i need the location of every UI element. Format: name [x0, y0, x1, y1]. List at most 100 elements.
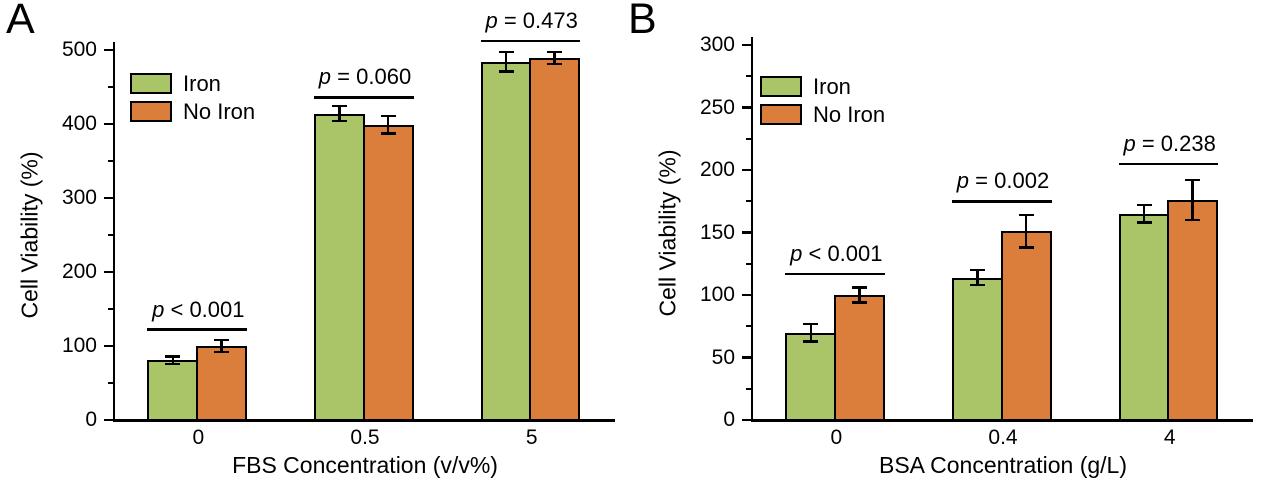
- bar-no-iron: [1000, 231, 1052, 421]
- y-tick-label: 100: [699, 283, 735, 306]
- y-minor-tick: [745, 262, 751, 265]
- error-bar: [380, 114, 396, 135]
- bar-iron: [1118, 213, 1170, 421]
- y-major-tick: [103, 270, 113, 274]
- error-bar-line: [858, 286, 861, 304]
- p-value-line: [147, 328, 247, 331]
- y-tick-label: 250: [699, 95, 735, 119]
- y-minor-tick: [745, 387, 751, 390]
- y-minor-tick: [107, 86, 113, 88]
- error-bar: [1136, 203, 1152, 224]
- x-tick-label: 4: [1163, 426, 1176, 449]
- bar-iron: [147, 360, 199, 421]
- bar-iron: [785, 332, 837, 421]
- y-minor-tick: [745, 75, 751, 78]
- x-tick-label: 0.5: [350, 426, 380, 449]
- p-value-line: [785, 272, 885, 275]
- y-tick-label: 400: [61, 112, 97, 135]
- error-bar: [1185, 178, 1201, 222]
- error-bar-line: [976, 268, 979, 287]
- y-tick-label: 0: [85, 408, 97, 431]
- error-bar-line: [1191, 178, 1194, 222]
- legend-item-iron: Iron: [760, 74, 980, 99]
- y-major-tick: [103, 196, 113, 200]
- p-value-label: p < 0.001: [790, 240, 883, 266]
- p-value-line: [480, 39, 581, 43]
- p-value-label: p = 0.473: [485, 8, 578, 34]
- legend-label: Iron: [183, 71, 221, 96]
- error-bar-line: [220, 338, 223, 354]
- p-symbol: p: [152, 296, 165, 322]
- p-value-label: p = 0.002: [956, 168, 1050, 194]
- p-symbol: p: [485, 8, 498, 34]
- y-minor-tick: [745, 325, 751, 328]
- bar-no-iron: [195, 346, 247, 421]
- legend-swatch: [130, 73, 172, 94]
- y-major-tick: [741, 168, 751, 172]
- p-value-label: p = 0.060: [318, 64, 412, 90]
- panel-letter: A: [6, 0, 35, 43]
- legend-item-iron: Iron: [130, 71, 350, 96]
- y-tick-label: 200: [699, 158, 735, 181]
- error-bar-line: [386, 114, 390, 135]
- p-symbol: p: [790, 240, 803, 266]
- y-tick-label: 100: [61, 334, 97, 357]
- y-major-tick: [741, 231, 751, 234]
- p-symbol: p: [1123, 130, 1136, 156]
- legend-label: Iron: [813, 74, 851, 99]
- x-axis-title: FBS Concentration (v/v%): [232, 452, 498, 478]
- error-bar: [165, 355, 181, 365]
- p-value-line: [314, 96, 414, 99]
- y-minor-tick: [745, 200, 751, 203]
- y-tick-label: 50: [711, 345, 735, 369]
- bar-iron: [952, 277, 1003, 421]
- error-bar: [970, 268, 985, 287]
- y-tick-label: 150: [699, 220, 735, 244]
- y-major-tick: [741, 43, 751, 47]
- y-major-tick: [103, 418, 113, 422]
- legend-swatch: [130, 101, 172, 122]
- y-major-tick: [103, 344, 113, 348]
- y-axis-line: [112, 42, 115, 422]
- y-major-tick: [741, 106, 751, 109]
- error-bar: [851, 286, 867, 304]
- y-tick-label: 0: [723, 408, 735, 431]
- x-axis-title: BSA Concentration (g/L): [878, 452, 1128, 478]
- error-bar: [803, 322, 819, 343]
- error-bar: [498, 50, 514, 73]
- y-minor-tick: [107, 382, 113, 384]
- y-axis-line: [750, 37, 753, 422]
- error-bar-line: [171, 355, 175, 365]
- bar-no-iron: [362, 124, 414, 421]
- y-minor-tick: [107, 308, 113, 310]
- error-bar-line: [504, 50, 508, 73]
- bar-no-iron: [1167, 200, 1219, 421]
- x-axis-line: [112, 419, 615, 422]
- error-bar-line: [1142, 203, 1146, 224]
- y-major-tick: [103, 122, 113, 126]
- bar-no-iron: [833, 295, 885, 421]
- y-minor-tick: [107, 234, 113, 236]
- y-minor-tick: [745, 137, 751, 140]
- p-value-label: p = 0.238: [1123, 130, 1216, 156]
- error-bar: [213, 338, 229, 354]
- p-value-label: p < 0.001: [152, 296, 245, 322]
- x-tick-label: 0: [192, 426, 205, 449]
- y-major-tick: [741, 293, 751, 297]
- y-major-tick: [741, 356, 751, 359]
- error-bar-line: [338, 104, 341, 123]
- error-bar: [1018, 213, 1034, 249]
- bar-iron: [314, 113, 365, 421]
- x-tick-label: 0: [830, 426, 843, 449]
- y-tick-label: 500: [61, 38, 97, 61]
- y-axis-title: Cell Viability (%): [654, 148, 681, 317]
- legend-label: No Iron: [813, 102, 886, 127]
- error-bar-line: [1024, 213, 1028, 249]
- y-major-tick: [741, 418, 751, 422]
- p-value-line: [952, 200, 1052, 203]
- legend-item-no-iron: No Iron: [130, 99, 350, 124]
- p-value-line: [1118, 162, 1219, 165]
- y-minor-tick: [107, 160, 113, 162]
